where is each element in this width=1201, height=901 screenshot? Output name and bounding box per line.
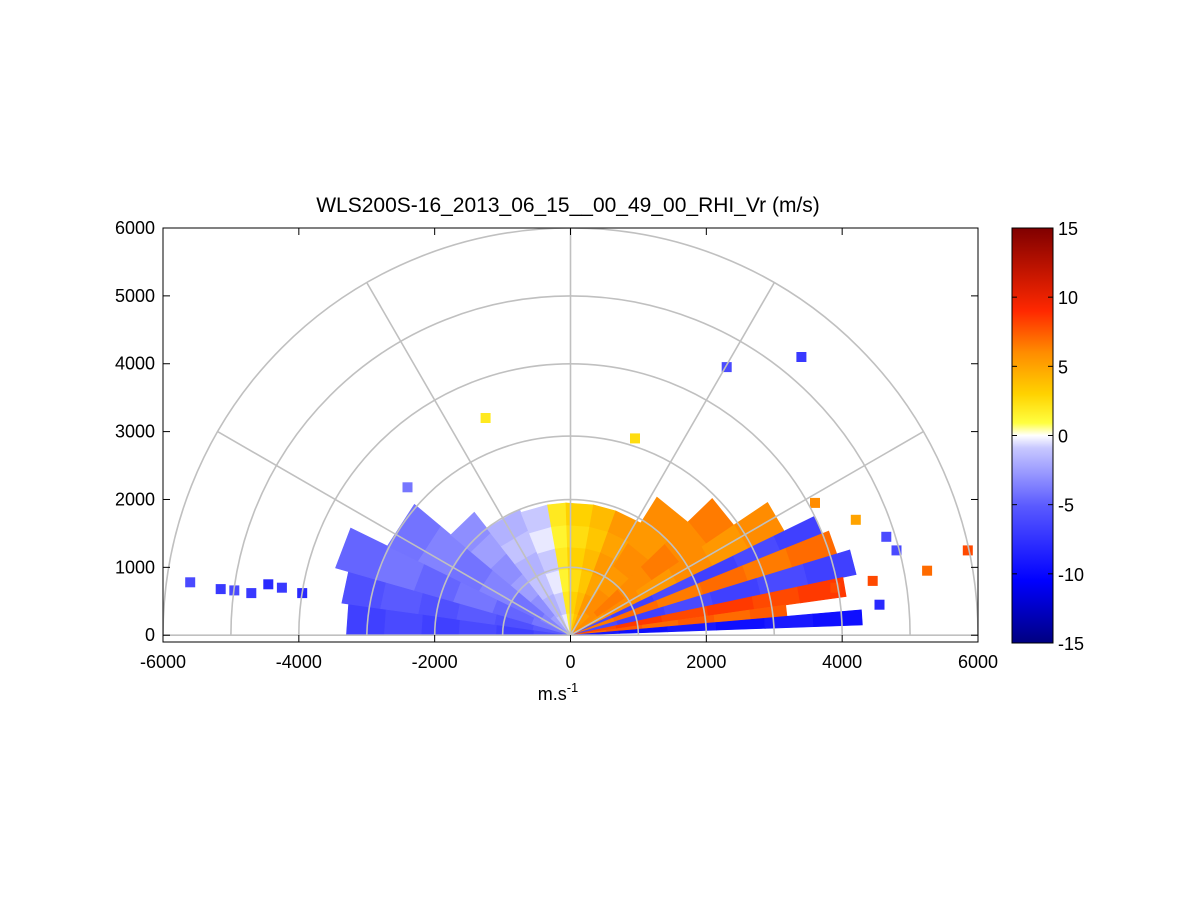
data-point-16 bbox=[922, 565, 933, 576]
data-point-13 bbox=[850, 514, 861, 525]
colorbar bbox=[1011, 227, 1054, 644]
y-tick-label: 6000 bbox=[115, 218, 155, 238]
x-axis-label-exponent: -1 bbox=[567, 680, 579, 695]
data-point-10 bbox=[721, 362, 732, 373]
polar-grid bbox=[163, 228, 978, 637]
data-point-19 bbox=[830, 582, 841, 593]
data-wedges bbox=[335, 496, 863, 636]
x-tick-label: -4000 bbox=[276, 652, 322, 672]
radial-spoke-4 bbox=[366, 282, 572, 636]
x-axis-label-base: m.s bbox=[538, 684, 567, 704]
data-point-1 bbox=[215, 584, 226, 595]
colorbar-tick-label: 10 bbox=[1058, 288, 1078, 308]
radial-spoke-2 bbox=[569, 282, 775, 636]
data-point-20 bbox=[874, 599, 885, 610]
data-point-15 bbox=[891, 545, 902, 556]
x-tick-label: 4000 bbox=[822, 652, 862, 672]
plot-area bbox=[163, 228, 978, 637]
axis-ticks: -6000 -4000 -2000 0 2000 4000 6000 0 1000 2000 300… bbox=[115, 218, 998, 672]
x-tick-label: -2000 bbox=[412, 652, 458, 672]
radial-spoke-5 bbox=[217, 430, 571, 636]
x-tick-label: 0 bbox=[565, 652, 575, 672]
data-point-0 bbox=[185, 577, 196, 588]
colorbar-tick-label: -10 bbox=[1058, 565, 1084, 585]
y-tick-label: 2000 bbox=[115, 489, 155, 509]
y-tick-label: 0 bbox=[145, 625, 155, 645]
radial-spoke-1 bbox=[570, 430, 924, 636]
data-point-8 bbox=[480, 413, 491, 423]
data-point-4 bbox=[263, 579, 274, 590]
data-point-12 bbox=[810, 497, 820, 508]
y-tick-label: 1000 bbox=[115, 557, 155, 577]
chart-title: WLS200S-16_2013_06_15__00_49_00_RHI_Vr (… bbox=[316, 194, 820, 217]
data-points bbox=[185, 352, 973, 610]
colorbar-tick-label: 5 bbox=[1058, 357, 1068, 377]
data-point-9 bbox=[630, 433, 640, 444]
data-point-3 bbox=[246, 588, 257, 599]
colorbar-tick-label: -5 bbox=[1058, 496, 1074, 516]
data-point-18 bbox=[867, 575, 878, 586]
data-point-5 bbox=[276, 582, 287, 593]
data-point-17 bbox=[962, 545, 973, 556]
y-tick-label: 4000 bbox=[115, 354, 155, 374]
x-tick-label: 6000 bbox=[958, 652, 998, 672]
x-tick-label: -6000 bbox=[140, 652, 186, 672]
data-point-14 bbox=[881, 531, 892, 542]
y-tick-label: 5000 bbox=[115, 286, 155, 306]
colorbar-tick-label: -15 bbox=[1058, 634, 1084, 654]
x-axis-label: m.s-1 bbox=[538, 680, 579, 704]
x-tick-label: 2000 bbox=[686, 652, 726, 672]
colorbar-tick-label: 0 bbox=[1058, 427, 1068, 447]
colorbar-tick-label: 15 bbox=[1058, 219, 1078, 239]
data-wedge-19-bin-5 bbox=[812, 609, 863, 628]
y-tick-label: 3000 bbox=[115, 422, 155, 442]
colorbar-ticks: 15 10 5 0 -5 -10 -15 bbox=[1012, 219, 1084, 654]
data-point-7 bbox=[402, 482, 413, 493]
data-point-11 bbox=[796, 352, 807, 362]
data-wedge-4-bin-5 bbox=[450, 511, 491, 553]
data-wedge-2-bin-5 bbox=[335, 527, 388, 580]
data-wedge-3-bin-5 bbox=[386, 503, 441, 562]
